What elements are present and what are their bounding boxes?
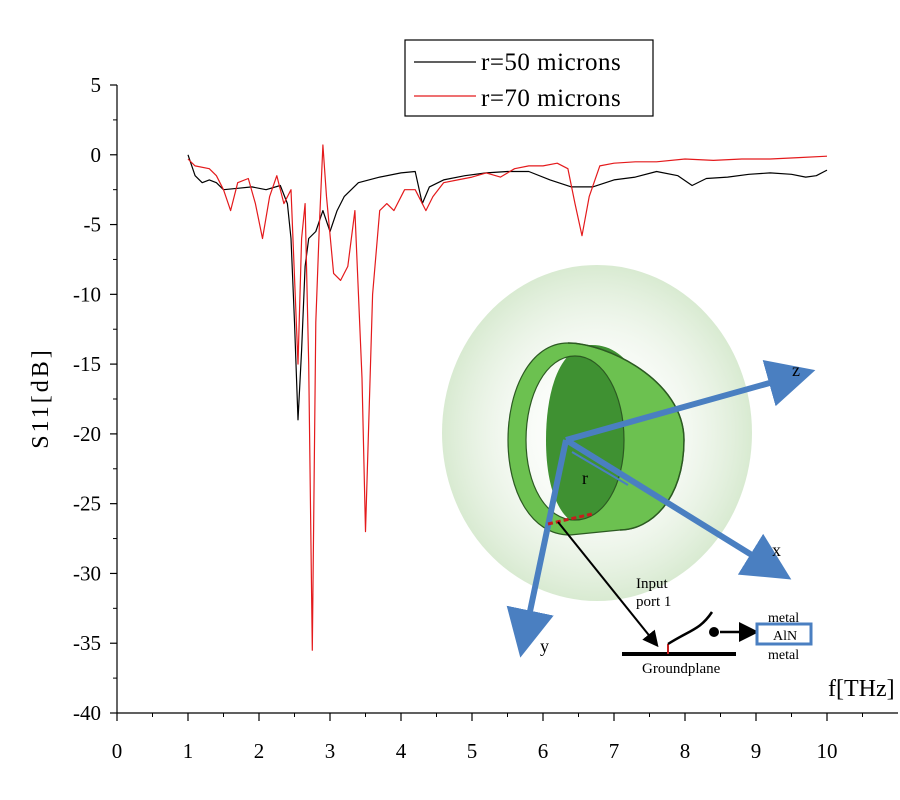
inset-label-y: y	[540, 636, 549, 656]
x-tick-label: 10	[817, 739, 838, 763]
radius-arrow	[571, 451, 629, 486]
series-line-r50	[187, 154, 828, 421]
legend: r=50 microns r=70 microns	[404, 39, 654, 117]
inset-label-z: z	[792, 360, 800, 380]
x-tick-label: 9	[751, 739, 762, 763]
y-tick-label: -35	[73, 631, 101, 655]
x-tick-label: 5	[467, 739, 478, 763]
x-axis-title: f[THz]	[828, 676, 895, 702]
legend-label-r70: r=70 microns	[481, 85, 621, 112]
x-tick-label: 8	[680, 739, 691, 763]
legend-label-r50: r=50 microns	[481, 49, 621, 76]
y-tick-label: 5	[91, 73, 102, 97]
inset-label-metal-top: metal	[768, 611, 799, 626]
z-axis-arrow	[565, 359, 816, 443]
series-layer	[187, 144, 828, 651]
inset-label-r: r	[582, 468, 588, 488]
input-port-label-line: Input	[636, 576, 668, 592]
y-tick-label: -40	[73, 701, 101, 725]
y-ticks: 5 0 -5 -10 -15 -20 -25 -30 -35 -40	[73, 73, 117, 725]
y-tick-label: -30	[73, 561, 101, 585]
input-port-label-line: port 1	[636, 594, 671, 610]
inset-diagram: z x y r Input port 1 Groundplane metal Al…	[442, 265, 816, 677]
y-axis-title: S11[dB]	[28, 347, 54, 448]
x-tick-label: 7	[609, 739, 620, 763]
feed-curve	[667, 611, 714, 646]
x-tick-label: 2	[254, 739, 265, 763]
inset-label-metal-bottom: metal	[768, 648, 799, 663]
layer-stack	[755, 622, 813, 646]
legend-box	[404, 39, 654, 117]
y-tick-label: -15	[73, 352, 101, 376]
inset-label-input-port: Input port 1	[636, 576, 671, 610]
inset-label-aln: AlN	[773, 629, 797, 644]
x-tick-label: 3	[325, 739, 336, 763]
ring-front-edge	[567, 342, 685, 531]
x-axis-arrow	[564, 437, 792, 580]
feed-dot	[709, 627, 719, 637]
input-port-pointer	[557, 521, 659, 648]
axes: 5 0 -5 -10 -15 -20 -25 -30 -35 -40 0 1 2 3 4 5 6 7 8 9 10	[73, 73, 898, 763]
y-tick-label: -5	[84, 213, 102, 237]
inset-label-groundplane: Groundplane	[642, 661, 721, 677]
x-tick-label: 6	[538, 739, 549, 763]
series-line-r70	[187, 144, 828, 651]
x-tick-label: 4	[396, 739, 407, 763]
x-tick-label: 1	[183, 739, 194, 763]
y-tick-label: -10	[73, 282, 101, 306]
y-tick-label: -25	[73, 492, 101, 516]
x-ticks: 0 1 2 3 4 5 6 7 8 9 10	[112, 713, 863, 763]
y-axis-arrow	[506, 439, 569, 658]
x-tick-label: 0	[112, 739, 123, 763]
y-tick-label: -20	[73, 422, 101, 446]
y-tick-label: 0	[91, 143, 102, 167]
inset-label-x: x	[772, 540, 781, 560]
